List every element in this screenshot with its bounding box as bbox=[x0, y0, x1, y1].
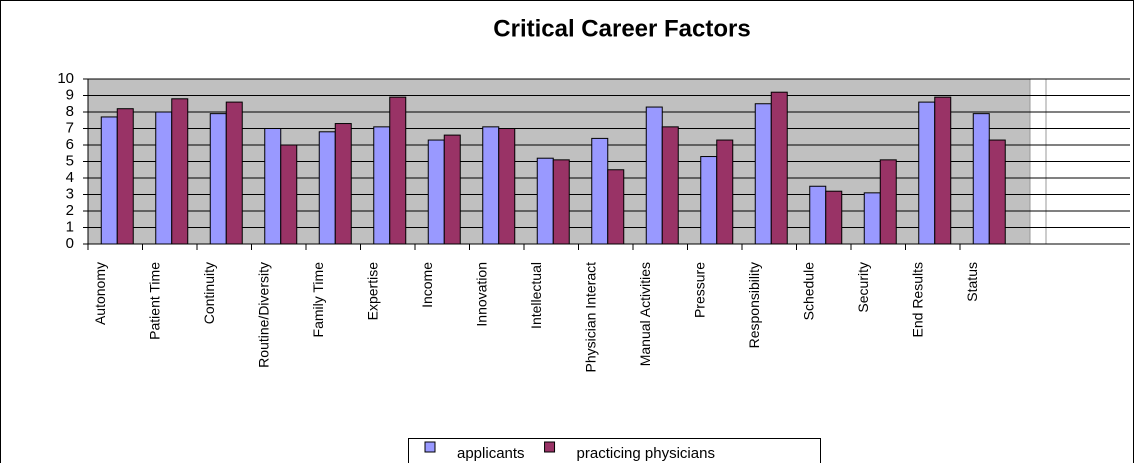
bar bbox=[770, 91, 788, 245]
bar bbox=[443, 134, 461, 245]
y-tick-label: 5 bbox=[66, 152, 74, 169]
bar bbox=[934, 96, 952, 245]
bar bbox=[171, 98, 189, 245]
legend-swatch bbox=[424, 441, 436, 453]
y-tick-label: 3 bbox=[66, 185, 74, 202]
x-tick-label: Patient Time bbox=[146, 262, 162, 340]
y-tick-label: 4 bbox=[66, 169, 74, 186]
y-tick-label: 2 bbox=[66, 202, 74, 219]
bar bbox=[879, 159, 897, 245]
legend-label: practicing physicians bbox=[577, 445, 715, 462]
x-tick-label: Expertise bbox=[364, 262, 380, 321]
bar bbox=[700, 156, 718, 245]
bar bbox=[155, 111, 173, 245]
bar bbox=[373, 126, 391, 245]
x-tick-label: Autonomy bbox=[92, 262, 108, 325]
legend-swatch bbox=[544, 441, 556, 453]
bar bbox=[280, 144, 298, 245]
bar bbox=[318, 131, 336, 245]
bar bbox=[591, 137, 609, 245]
bar bbox=[645, 106, 663, 245]
y-tick-label: 6 bbox=[66, 136, 74, 153]
y-tick-label: 8 bbox=[66, 103, 74, 120]
bar bbox=[661, 126, 679, 245]
x-tick-label: Innovation bbox=[473, 262, 489, 327]
x-tick-label: Status bbox=[964, 262, 980, 302]
bar bbox=[116, 108, 134, 245]
bar bbox=[264, 128, 282, 245]
bar bbox=[209, 113, 227, 245]
bar bbox=[536, 157, 554, 245]
y-tick-label: 7 bbox=[66, 119, 74, 136]
bar bbox=[918, 101, 936, 245]
bar bbox=[972, 113, 990, 245]
legend-label: applicants bbox=[457, 445, 525, 462]
x-tick-label: Routine/Diversity bbox=[255, 262, 271, 368]
bar bbox=[754, 103, 772, 245]
bar bbox=[100, 116, 118, 245]
bar bbox=[809, 185, 827, 245]
chart-title: Critical Career Factors bbox=[493, 15, 750, 42]
bar bbox=[716, 139, 734, 245]
legend-box bbox=[408, 438, 821, 463]
x-tick-label: Pressure bbox=[691, 262, 707, 318]
bar bbox=[498, 128, 516, 245]
bar bbox=[389, 96, 407, 245]
bar bbox=[225, 101, 243, 245]
bar bbox=[988, 139, 1006, 245]
x-tick-label: Responsibility bbox=[746, 262, 762, 348]
x-tick-label: Manual Activities bbox=[637, 262, 653, 366]
y-tick-label: 1 bbox=[66, 218, 74, 235]
bar bbox=[482, 126, 500, 245]
bar bbox=[607, 169, 625, 245]
bar bbox=[334, 123, 352, 245]
x-tick-label: Continuity bbox=[201, 262, 217, 324]
x-tick-label: Physician Interact bbox=[582, 262, 598, 373]
x-tick-label: End Results bbox=[909, 262, 925, 337]
y-tick-label: 0 bbox=[66, 235, 74, 252]
bar bbox=[552, 159, 570, 245]
x-tick-label: Schedule bbox=[800, 262, 816, 321]
x-tick-label: Family Time bbox=[310, 262, 326, 338]
y-tick-label: 9 bbox=[66, 86, 74, 103]
bar bbox=[427, 139, 445, 245]
x-tick-label: Security bbox=[855, 262, 871, 313]
x-tick-label: Intellectual bbox=[528, 262, 544, 329]
x-tick-label: Income bbox=[419, 262, 435, 308]
legend bbox=[408, 438, 821, 463]
bar bbox=[825, 190, 843, 245]
bar bbox=[863, 192, 881, 245]
y-tick-label: 10 bbox=[57, 70, 74, 87]
